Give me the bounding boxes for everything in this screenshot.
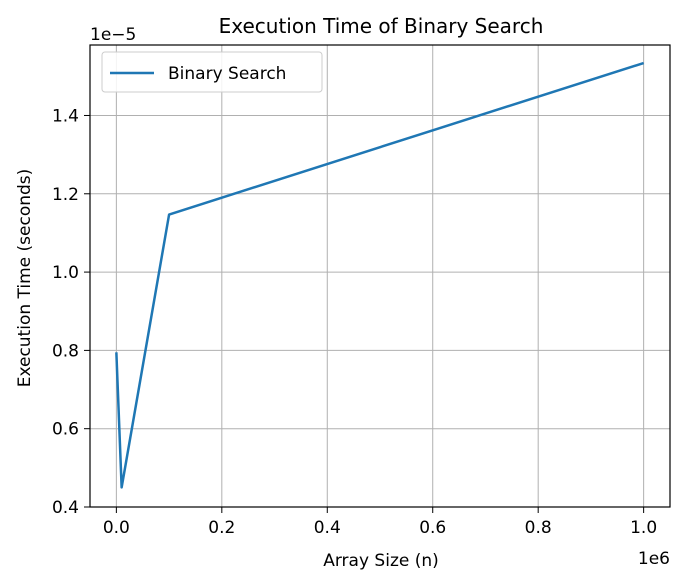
y-tick-label: 1.0 xyxy=(52,263,79,283)
plot-area-frame xyxy=(89,44,671,508)
series-layer xyxy=(115,61,645,489)
legend-box xyxy=(101,51,323,93)
y-axis: 0.4 0.6 0.8 1.0 1.2 1.4 xyxy=(52,106,90,518)
x-tick-label: 1.0 xyxy=(630,518,657,538)
y-tick-label: 0.6 xyxy=(52,420,79,440)
y-tick-label: 1.2 xyxy=(52,185,79,205)
grid-lines xyxy=(90,45,670,508)
x-offset-label: 1e6 xyxy=(638,549,670,569)
chart-title: Execution Time of Binary Search xyxy=(219,14,544,38)
x-tick-label: 0.2 xyxy=(208,518,235,538)
y-tick-label: 0.8 xyxy=(52,341,79,361)
x-tick-label: 0.4 xyxy=(314,518,341,538)
y-offset-label: 1e−5 xyxy=(90,25,136,45)
y-tick-label: 1.4 xyxy=(52,106,79,126)
legend-label: Binary Search xyxy=(168,64,286,84)
x-tick-label: 0.8 xyxy=(525,518,552,538)
series-line-binary-search xyxy=(115,61,645,489)
x-tick-label: 0.6 xyxy=(419,518,446,538)
x-tick-label: 0.0 xyxy=(103,518,130,538)
y-axis-label: Execution Time (seconds) xyxy=(15,169,35,388)
x-axis: 0.0 0.2 0.4 0.6 0.8 1.0 xyxy=(103,507,657,538)
y-tick-label: 0.4 xyxy=(52,498,79,518)
x-axis-label: Array Size (n) xyxy=(323,551,439,571)
legend: Binary Search xyxy=(101,51,323,93)
